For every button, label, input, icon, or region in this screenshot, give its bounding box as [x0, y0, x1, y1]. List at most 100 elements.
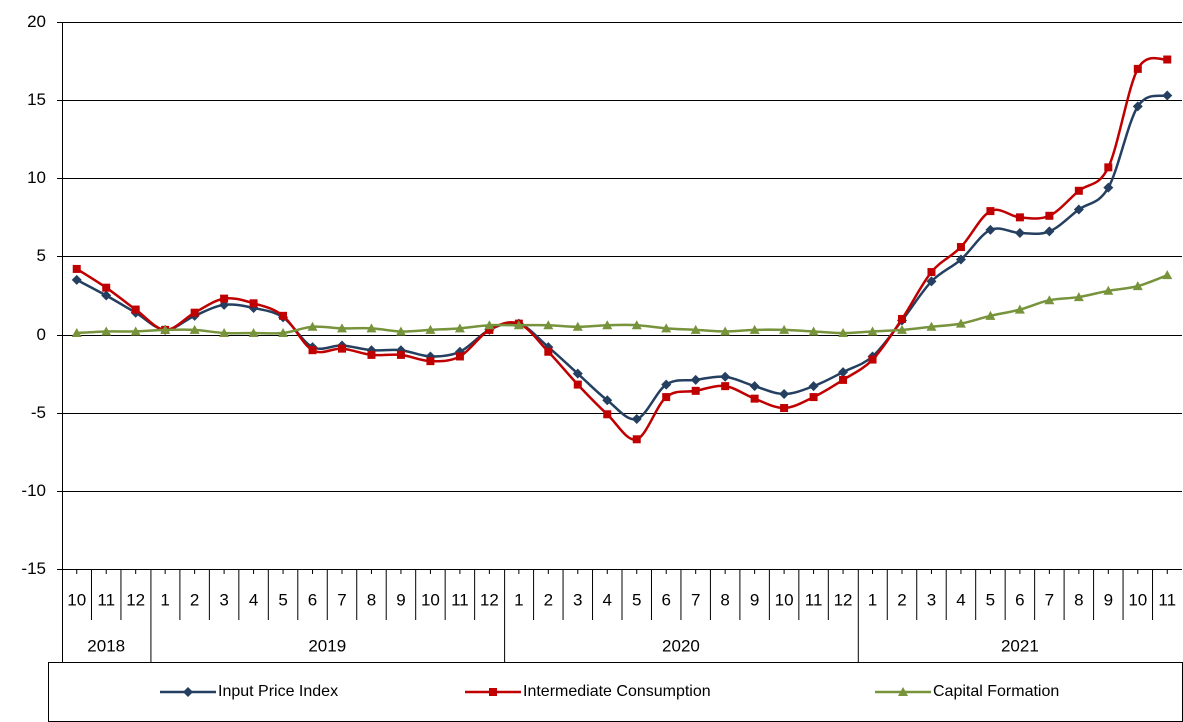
data-point — [808, 381, 819, 392]
x-tick-label: 4 — [956, 590, 965, 609]
data-point — [544, 347, 553, 356]
data-point — [603, 410, 612, 419]
data-point — [809, 393, 818, 402]
data-point — [632, 435, 641, 444]
year-label: 2021 — [1001, 636, 1039, 655]
y-tick-label: 20 — [27, 12, 46, 31]
data-point — [248, 328, 259, 338]
data-point — [1132, 101, 1143, 112]
data-point — [220, 294, 229, 303]
data-point — [543, 320, 554, 330]
data-point — [631, 413, 642, 424]
data-point — [897, 324, 907, 334]
data-point — [338, 344, 346, 353]
x-tick-label: 11 — [97, 590, 115, 609]
legend-marker — [898, 687, 908, 696]
data-point — [690, 324, 701, 334]
data-point — [308, 346, 317, 355]
x-tick-label: 10 — [421, 590, 440, 609]
data-point — [572, 368, 583, 379]
data-point — [396, 350, 405, 359]
legend-label: Intermediate Consumption — [523, 683, 711, 700]
data-point — [926, 276, 937, 287]
x-tick-label: 10 — [1128, 590, 1147, 609]
data-point — [721, 382, 730, 391]
data-point — [1044, 226, 1055, 237]
data-point — [1163, 55, 1172, 64]
x-tick-label: 3 — [927, 590, 936, 609]
data-point — [779, 324, 790, 334]
x-tick-label: 12 — [126, 590, 145, 609]
data-point — [307, 321, 318, 331]
data-point — [1015, 213, 1024, 222]
x-tick-label: 4 — [249, 590, 258, 609]
legend-label: Input Price Index — [218, 683, 338, 700]
data-point — [1074, 186, 1083, 195]
data-point — [101, 326, 112, 336]
data-point — [956, 243, 965, 252]
data-point — [425, 324, 436, 334]
y-tick-label: 10 — [27, 168, 46, 187]
data-point — [927, 268, 936, 277]
data-point — [130, 326, 141, 336]
data-point — [455, 352, 464, 361]
y-tick-label: -5 — [31, 403, 46, 422]
data-point — [780, 404, 789, 413]
data-point — [485, 325, 494, 334]
series-line — [76, 94, 1168, 421]
data-point — [101, 290, 112, 301]
legend-label: Capital Formation — [933, 683, 1059, 700]
data-point — [1103, 182, 1114, 193]
legend-marker — [183, 687, 193, 697]
x-tick-label: 6 — [308, 590, 317, 609]
data-point — [72, 264, 81, 273]
data-point — [749, 324, 760, 334]
x-tick-label: 2 — [190, 590, 199, 609]
legend-marker — [489, 688, 497, 696]
data-point — [366, 323, 377, 333]
data-point — [131, 305, 140, 314]
x-tick-label: 7 — [337, 590, 346, 609]
data-point — [1073, 292, 1084, 302]
data-point — [71, 328, 82, 338]
data-point — [189, 324, 200, 334]
data-point — [602, 320, 613, 330]
y-tick-label: 0 — [37, 325, 46, 344]
data-point — [690, 374, 701, 385]
data-point — [839, 375, 848, 384]
data-point — [367, 350, 376, 359]
x-tick-label: 5 — [632, 590, 641, 609]
data-point — [749, 381, 760, 392]
data-point — [661, 379, 672, 390]
data-point — [1014, 304, 1025, 314]
data-point — [1103, 285, 1114, 295]
x-tick-label: 8 — [720, 590, 729, 609]
data-point — [278, 328, 289, 338]
y-tick-label: -10 — [21, 481, 46, 500]
data-point — [691, 386, 700, 395]
data-point — [1073, 204, 1084, 215]
data-point — [986, 207, 995, 216]
data-point — [926, 321, 937, 331]
data-point — [1162, 270, 1173, 280]
data-point — [1044, 295, 1055, 305]
data-point — [1132, 281, 1143, 291]
data-point — [955, 254, 966, 265]
data-point — [426, 357, 435, 366]
data-point — [808, 326, 819, 336]
data-point — [1162, 90, 1173, 101]
data-point — [631, 320, 642, 330]
x-tick-label: 4 — [603, 590, 612, 609]
data-point — [573, 380, 582, 389]
data-point — [867, 326, 878, 336]
data-point — [160, 324, 171, 334]
y-tick-label: -15 — [21, 559, 46, 578]
x-tick-label: 12 — [480, 590, 499, 609]
x-tick-label: 11 — [451, 590, 469, 609]
data-point — [661, 323, 672, 333]
data-point — [602, 395, 613, 406]
data-point — [750, 394, 759, 403]
x-tick-label: 3 — [573, 590, 582, 609]
data-point — [720, 371, 731, 382]
data-point — [219, 328, 230, 338]
